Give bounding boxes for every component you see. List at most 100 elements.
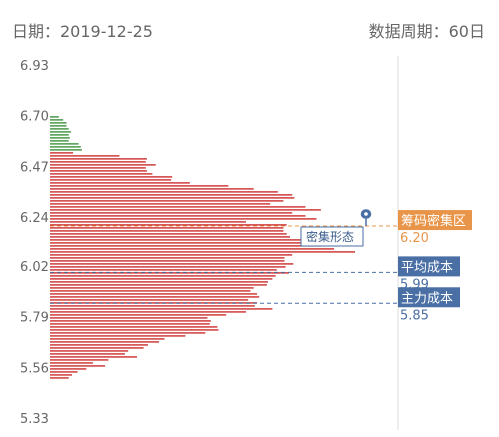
average-cost-marker: 平均成本 5.99 [50, 256, 460, 292]
chip-bar [50, 137, 70, 139]
chip-bar [50, 230, 284, 232]
chip-bar [50, 170, 147, 172]
main-cost-tag-label: 主力成本 [401, 291, 453, 306]
chip-bar [50, 176, 173, 178]
chip-bar [50, 155, 120, 157]
chip-bar [50, 344, 148, 346]
chip-bar [50, 332, 206, 334]
concentration-tag-label: 筹码密集区 [401, 213, 466, 229]
chip-bar [50, 194, 293, 196]
chip-bar [50, 182, 190, 184]
chip-bar [50, 281, 268, 283]
chip-bar [50, 116, 59, 118]
period-label: 数据周期：60日 [368, 22, 485, 41]
chip-bar [50, 134, 69, 136]
chip-bar [50, 359, 109, 361]
map-pin-icon [360, 209, 372, 226]
chip-bar [50, 302, 257, 304]
chip-bar [50, 245, 322, 247]
chip-bar [50, 164, 156, 166]
pin-dot [364, 212, 368, 216]
chip-bar [50, 341, 159, 343]
chip-bar [50, 329, 219, 331]
chip-bar [50, 173, 153, 175]
chip-bar [50, 353, 125, 355]
chip-bar [50, 122, 67, 124]
average-cost-tag [398, 256, 460, 277]
chip-bar [50, 140, 69, 142]
chip-bar [50, 335, 186, 337]
chip-bar [50, 263, 294, 265]
chip-bar [50, 356, 137, 358]
chip-bar [50, 266, 286, 268]
chip-bar [50, 272, 289, 274]
chip-bar [50, 269, 277, 271]
main-cost-marker: 主力成本 5.85 [50, 287, 460, 323]
chip-bar [50, 368, 87, 370]
chip-bar [50, 284, 267, 286]
chip-bar [50, 200, 284, 202]
y-tick-label: 6.02 [20, 260, 49, 275]
chip-bar [50, 362, 93, 364]
chip-bar [50, 146, 81, 148]
chip-bar [50, 233, 287, 235]
chip-bar [50, 350, 129, 352]
chip-bar [50, 317, 208, 319]
date-label: 日期：2019-12-25 [12, 22, 153, 41]
chip-bar [50, 314, 227, 316]
chip-bar [50, 326, 218, 328]
chip-bar [50, 224, 287, 226]
y-tick-label: 5.79 [20, 311, 49, 326]
chip-bar [50, 239, 306, 241]
concentration-marker: 筹码密集区 6.20 [50, 210, 472, 246]
chip-bar [50, 305, 255, 307]
chip-bar [50, 248, 335, 250]
y-tick-label: 6.47 [20, 160, 49, 175]
chip-bar [50, 374, 72, 376]
chip-bar [50, 377, 69, 379]
chip-bar [50, 203, 271, 205]
chip-bar [50, 257, 285, 259]
chip-bar [50, 308, 273, 310]
chip-bar [50, 260, 285, 262]
chip-bar [50, 293, 257, 295]
main-cost-tag [398, 287, 460, 308]
y-tick-label: 6.93 [20, 59, 49, 74]
chip-bar [50, 149, 82, 151]
chip-bar [50, 128, 69, 130]
chip-bar [50, 371, 78, 373]
chip-bar [50, 275, 276, 277]
chip-bar [50, 188, 254, 190]
chip-bar [50, 365, 106, 367]
chip-bar [50, 167, 146, 169]
chip-bar [50, 287, 254, 289]
chip-bar [50, 227, 284, 229]
chip-bar [50, 119, 64, 121]
dense-pattern-label: 密集形态 [306, 229, 354, 244]
chip-bar [50, 179, 172, 181]
chip-bar [50, 254, 293, 256]
chip-bar [50, 197, 295, 199]
chip-bar [50, 161, 146, 163]
chip-bar [50, 320, 211, 322]
chip-bar [50, 218, 317, 220]
chip-bar [50, 290, 251, 292]
chip-bar [50, 191, 278, 193]
y-tick-label: 5.56 [20, 361, 49, 376]
chip-bar [50, 209, 321, 211]
y-tick-label: 6.24 [20, 211, 49, 226]
chip-bar [50, 296, 260, 298]
concentration-value: 6.20 [400, 231, 429, 246]
dense-pattern-box [300, 226, 364, 247]
chip-bar [50, 251, 355, 253]
chip-bar [50, 206, 306, 208]
chip-bar [50, 311, 246, 313]
chip-bar [50, 338, 165, 340]
chip-bar [50, 323, 210, 325]
chip-bar [50, 242, 329, 244]
chip-bar [50, 236, 290, 238]
main-cost-value: 5.85 [400, 308, 429, 323]
y-tick-label: 6.70 [20, 110, 49, 125]
chip-bar [50, 143, 79, 145]
